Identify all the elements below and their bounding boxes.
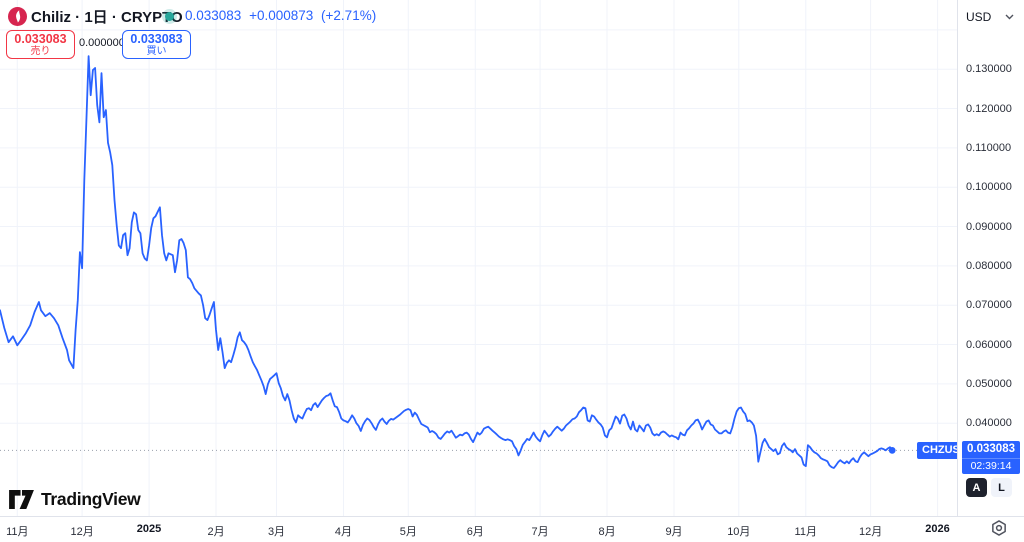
time-tick-label: 12月 [858, 526, 883, 538]
price-tick-label: 0.130000 [966, 63, 1012, 76]
currency-label: USD [966, 10, 992, 24]
time-tick-label: 5月 [399, 526, 417, 538]
time-tick-label: 2025 [136, 523, 162, 535]
price-line-series [0, 55, 894, 469]
settings-gear-icon[interactable] [990, 519, 1008, 542]
time-tick-label: 11月 [794, 526, 817, 538]
price-tick-label: 0.110000 [966, 141, 1012, 154]
tradingview-logo[interactable]: TradingView [8, 489, 141, 510]
price-tick-label: 0.060000 [966, 338, 1012, 351]
currency-selector[interactable]: USD [958, 0, 1024, 34]
sell-price: 0.033083 [14, 31, 67, 46]
time-tick-label: 7月 [531, 526, 549, 538]
chart-plot-area[interactable] [0, 0, 958, 516]
market-open-dot-icon [165, 12, 174, 21]
chiliz-logo-icon [8, 7, 27, 26]
price-tick-label: 0.090000 [966, 220, 1012, 233]
time-tick-label: 8月 [598, 526, 616, 538]
time-tick-label: 2026 [925, 523, 950, 535]
float-price-label: 0.000000 [79, 37, 125, 49]
price-tick-label: 0.120000 [966, 102, 1012, 115]
price-tick-label: 0.080000 [966, 259, 1012, 272]
last-price: 0.033083 [185, 8, 242, 23]
tradingview-wordmark: TradingView [41, 489, 141, 509]
price-tick-label: 0.040000 [966, 417, 1012, 430]
time-scale[interactable]: 11月 12月 2025 2月 3月 4月 5月 6月 7月 8月 9月 10月 11月 12月 2026 [0, 516, 1024, 542]
chevron-down-icon [1005, 14, 1014, 20]
price-line-chart [0, 0, 957, 516]
time-tick-label: 9月 [665, 526, 683, 538]
price-tick-label: 0.070000 [966, 299, 1012, 312]
price-change-percent: (+2.71%) [321, 8, 377, 23]
time-tick-label: 12月 [70, 526, 94, 538]
price-change: +0.000873 [249, 8, 314, 23]
buy-price: 0.033083 [130, 31, 183, 46]
sell-button[interactable]: 0.033083 売り [6, 30, 75, 59]
time-tick-label: 11月 [6, 526, 29, 538]
auto-scale-button[interactable]: A [966, 478, 987, 497]
tradingview-mark-icon [9, 489, 34, 510]
price-change-readout: 0.033083 +0.000873 (+2.71%) [185, 8, 380, 23]
symbol-title[interactable]: Chiliz · 1日 · CRYPTO [31, 9, 183, 26]
current-price-value: 0.033083 [967, 443, 1015, 456]
bar-close-countdown: 02:39:14 [962, 458, 1020, 474]
time-tick-label: 2月 [207, 526, 225, 538]
current-price-label: 0.033083 02:39:14 [962, 441, 1020, 475]
time-tick-label: 6月 [466, 526, 484, 538]
time-tick-label: 10月 [727, 526, 751, 538]
buy-button[interactable]: 0.033083 買い [122, 30, 191, 59]
time-tick-label: 3月 [267, 526, 286, 538]
buy-label: 買い [146, 45, 167, 57]
price-scale[interactable]: 0.1400000.1300000.1200000.1100000.100000… [957, 0, 1024, 516]
sell-label: 売り [30, 45, 51, 57]
time-tick-label: 4月 [334, 526, 353, 538]
last-price-dot [888, 447, 896, 454]
price-tick-label: 0.100000 [966, 181, 1012, 194]
log-scale-button[interactable]: L [991, 478, 1012, 497]
price-tick-label: 0.050000 [966, 377, 1012, 390]
